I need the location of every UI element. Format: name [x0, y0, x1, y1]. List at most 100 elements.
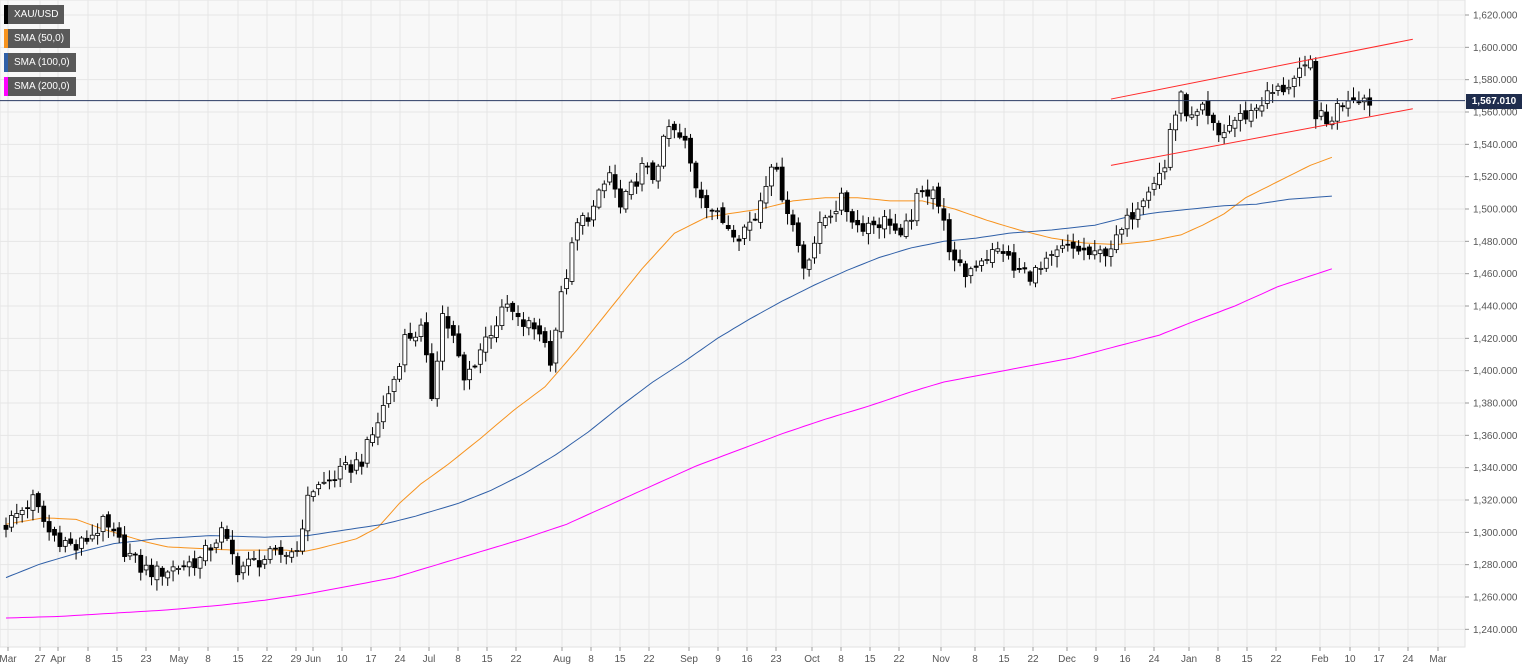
- candle-body: [521, 319, 526, 327]
- candle-body: [106, 514, 111, 528]
- candle-body: [822, 217, 828, 226]
- channel-upper-line: [1110, 38, 1413, 100]
- candle-body: [1043, 257, 1049, 269]
- candle-body: [828, 215, 834, 218]
- candle-body: [127, 552, 133, 557]
- legend-swatch-xauusd: [4, 5, 8, 24]
- candle-body: [758, 200, 763, 223]
- candle-body: [8, 515, 14, 528]
- y-tick-label: 1,600.000: [1473, 43, 1518, 54]
- candle-body: [25, 507, 30, 510]
- sma-200-line: [5, 268, 1333, 619]
- y-axis: 1,240.000 1,260.000 1,280.000 1,300.000 1,32…: [1465, 11, 1518, 636]
- candle-body: [688, 137, 693, 164]
- candle-body: [1216, 122, 1222, 136]
- candle-body: [887, 218, 893, 226]
- candle-body: [596, 189, 602, 208]
- y-tick-label: 1,380.000: [1473, 399, 1518, 410]
- y-tick-label: 1,260.000: [1473, 593, 1518, 604]
- candle-body: [19, 510, 25, 515]
- x-tick-label: 17: [365, 654, 377, 665]
- x-tick-label: Mar: [0, 654, 17, 665]
- candle-body: [89, 534, 95, 540]
- candle-body: [510, 302, 516, 312]
- candle-body: [634, 181, 640, 187]
- legend-xauusd[interactable]: XAU/USD: [4, 5, 65, 24]
- candle-body: [693, 162, 699, 189]
- candle-body: [1237, 113, 1243, 121]
- candle-body: [785, 199, 790, 214]
- candle-body: [806, 259, 812, 270]
- x-tick-label: 8: [1215, 654, 1221, 665]
- candle-body: [95, 532, 101, 536]
- candle-body: [914, 192, 920, 222]
- y-tick-label: 1,340.000: [1473, 463, 1518, 474]
- candle-body: [1076, 245, 1082, 252]
- x-tick-label: Aug: [553, 654, 571, 665]
- last-price-label: 1,567.010: [1466, 94, 1522, 109]
- candle-body: [1054, 249, 1060, 257]
- x-tick-label: Jul: [423, 654, 436, 665]
- candle-body: [1033, 267, 1038, 284]
- candle-body: [790, 214, 796, 226]
- candle-body: [246, 558, 251, 567]
- candle-body: [143, 564, 149, 571]
- candle-body: [989, 249, 995, 263]
- candle-body: [1221, 132, 1227, 139]
- candle-body: [35, 493, 41, 508]
- candle-body: [844, 192, 850, 213]
- candle-body: [919, 190, 925, 193]
- candle-body: [1038, 267, 1044, 270]
- candle-body: [440, 313, 445, 362]
- y-tick-label: 1,300.000: [1473, 528, 1518, 539]
- x-tick-label: 15: [232, 654, 244, 665]
- candle-body: [79, 537, 84, 549]
- candle-body: [181, 565, 187, 568]
- x-tick-label: 8: [838, 654, 844, 665]
- x-tick-label: 15: [864, 654, 876, 665]
- candle-body: [208, 547, 214, 551]
- legend-sma50[interactable]: SMA (50,0): [4, 29, 71, 48]
- candle-body: [795, 222, 801, 247]
- candle-body: [855, 219, 861, 226]
- candle-body: [375, 422, 381, 438]
- candle-body: [661, 135, 666, 167]
- candle-body: [1318, 110, 1324, 117]
- legend-sma200[interactable]: SMA (200,0): [4, 77, 76, 96]
- legend-sma100[interactable]: SMA (100,0): [4, 53, 76, 72]
- candle-body: [623, 191, 629, 210]
- candle-body: [1006, 251, 1011, 256]
- candle-body: [720, 207, 726, 223]
- candle-body: [882, 216, 887, 230]
- candle-body: [472, 365, 478, 368]
- x-tick-label: Oct: [804, 654, 820, 665]
- candle-body: [353, 459, 359, 471]
- candle-body: [240, 565, 246, 574]
- y-tick-label: 1,520.000: [1473, 172, 1518, 183]
- y-tick-label: 1,500.000: [1473, 205, 1518, 216]
- candle-body: [1205, 100, 1211, 116]
- y-tick-label: 1,320.000: [1473, 496, 1518, 507]
- x-tick-label: 8: [455, 654, 461, 665]
- y-tick-label: 1,540.000: [1473, 140, 1518, 151]
- candle-body: [413, 336, 419, 342]
- candle-body: [402, 334, 408, 366]
- legend-label-sma200: SMA (200,0): [14, 81, 70, 92]
- candle-body: [326, 479, 332, 482]
- candle-body: [407, 332, 413, 339]
- x-tick-label: Mar: [1429, 654, 1447, 665]
- candle-body: [1081, 247, 1087, 251]
- candle-body: [52, 528, 57, 536]
- candle-body: [936, 186, 941, 207]
- x-tick-label: 16: [741, 654, 753, 665]
- candle-body: [122, 534, 127, 557]
- y-tick-label: 1,480.000: [1473, 237, 1518, 248]
- candle-body: [359, 461, 365, 467]
- candle-body: [1022, 267, 1028, 270]
- x-tick-label: 10: [336, 654, 348, 665]
- candle-body: [488, 335, 494, 339]
- candle-body: [1000, 251, 1006, 254]
- y-tick-label: 1,280.000: [1473, 560, 1518, 571]
- candle-body: [774, 166, 780, 170]
